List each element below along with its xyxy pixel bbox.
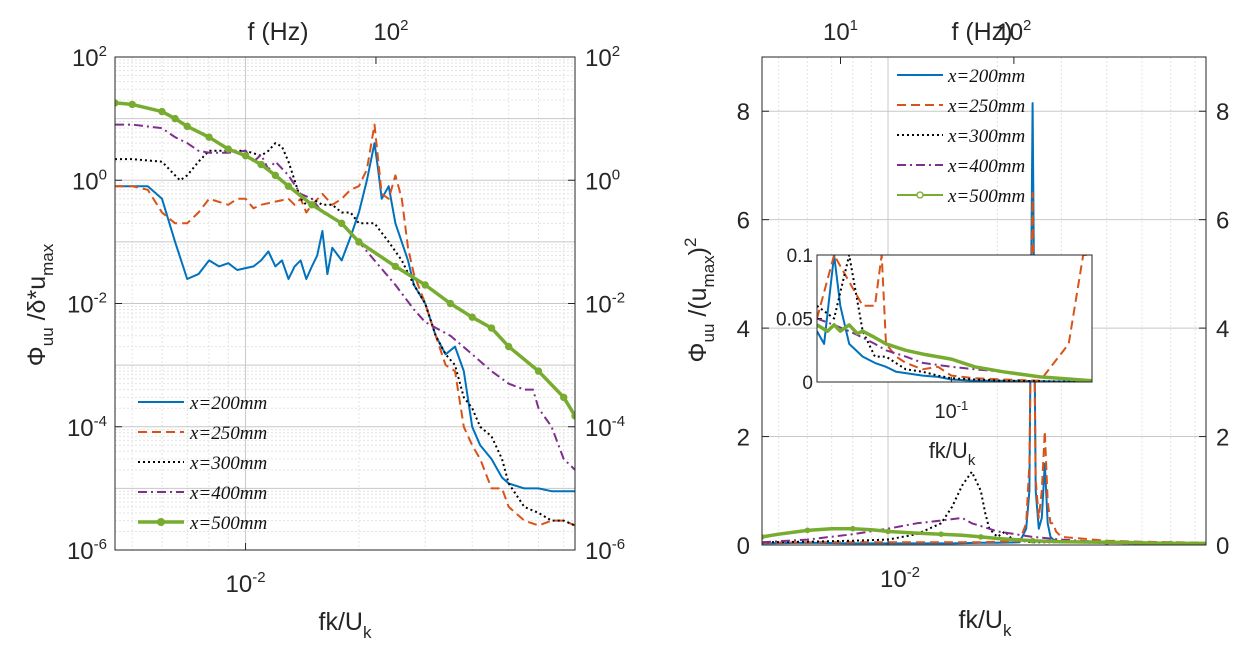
legend: x=200mm x=250mm x=300mm x=400mm x=500mm bbox=[897, 66, 1025, 207]
y-tick-label: 10-6 bbox=[67, 536, 107, 565]
y-axis-label: Φuu /δ*umax bbox=[23, 243, 57, 366]
x-tick-label: 10-2 bbox=[226, 569, 266, 598]
y-tick-label-right: 2 bbox=[1216, 425, 1229, 452]
y-tick-label-right: 100 bbox=[585, 166, 620, 195]
series-line-x=400mm bbox=[115, 123, 575, 471]
y-tick-label-right: 0 bbox=[1216, 533, 1229, 560]
right-panel: 0 0 2 2 4 4 6 6 8 8 10-2 101 102 fk/Uk f (Hz) Φuu /(uma… bbox=[681, 17, 1229, 640]
series-point-x=500mm bbox=[271, 171, 280, 180]
series-point-x=500mm bbox=[128, 100, 136, 109]
inset-y-tick-label: 0 bbox=[802, 373, 813, 394]
y-tick-label-right: 10-6 bbox=[585, 536, 625, 565]
series-point-x=500mm bbox=[1029, 537, 1036, 544]
series-point-x=500mm bbox=[171, 114, 179, 123]
series-point-x=500mm bbox=[534, 367, 543, 375]
legend-label: x=400mm bbox=[947, 156, 1025, 177]
top-tick-label: 102 bbox=[996, 17, 1031, 46]
top-tick-label: 101 bbox=[823, 17, 858, 46]
series-point-x=500mm bbox=[308, 201, 316, 209]
inset: 0 0.05 0.1 10-1 fk/Uk bbox=[776, 246, 1093, 469]
y-tick-label-right: 10-2 bbox=[585, 290, 625, 319]
y-tick-label-right: 102 bbox=[585, 43, 620, 72]
series-point-x=500mm bbox=[468, 313, 476, 321]
y-tick-label: 100 bbox=[72, 166, 107, 195]
legend-label: x=400mm bbox=[189, 483, 267, 504]
series-point-x=500mm bbox=[1103, 539, 1110, 545]
inset-y-tick-label: 0.05 bbox=[776, 310, 813, 331]
inset-x-axis-label: fk/Uk bbox=[929, 438, 976, 469]
series-line-x=200mm bbox=[115, 142, 575, 493]
series-line-x=250mm bbox=[762, 191, 1206, 544]
series-line-x=400mm bbox=[762, 516, 1206, 545]
series-line-x=500mm bbox=[115, 101, 575, 417]
series-point-x=500mm bbox=[241, 152, 250, 160]
y-tick-label-right: 8 bbox=[1216, 99, 1229, 126]
legend-marker bbox=[157, 518, 165, 526]
y-tick-label: 4 bbox=[737, 316, 750, 343]
series-point-x=500mm bbox=[850, 525, 856, 532]
series-point-x=500mm bbox=[205, 133, 213, 141]
legend-label: x=300mm bbox=[947, 126, 1025, 147]
legend-label: x=200mm bbox=[189, 393, 267, 414]
legend: x=200mm x=250mm x=300mm x=400mm x=500mm bbox=[138, 393, 267, 534]
series-line-x=500mm bbox=[817, 323, 1092, 382]
series-point-x=500mm bbox=[421, 281, 429, 289]
x-axis-label: fk/Uk bbox=[959, 606, 1012, 640]
inset-x-tick-label: 10-1 bbox=[934, 398, 968, 423]
series-line-x=500mm bbox=[762, 526, 1206, 545]
series-point-x=500mm bbox=[257, 160, 265, 169]
legend-label: x=200mm bbox=[947, 66, 1025, 87]
legend-marker bbox=[916, 191, 924, 199]
x-axis-label: fk/Uk bbox=[319, 608, 372, 642]
left-panel: 10-6 10-6 10-4 10-4 10-2 10-2 100 100 102 102 10-2… bbox=[23, 17, 625, 642]
legend-label: x=250mm bbox=[947, 96, 1025, 117]
series-point-x=500mm bbox=[183, 122, 191, 131]
y-tick-label-right: 10-4 bbox=[585, 413, 625, 442]
y-tick-label: 10-2 bbox=[67, 290, 107, 319]
series-point-x=500mm bbox=[885, 528, 891, 535]
legend-label: x=500mm bbox=[947, 186, 1025, 207]
top-axis-label: f (Hz) bbox=[951, 18, 1012, 46]
series-point-x=500mm bbox=[938, 531, 944, 537]
legend-label: x=250mm bbox=[189, 423, 267, 444]
x-tick-label: 10-2 bbox=[880, 564, 920, 593]
series-line-x=300mm bbox=[817, 255, 1092, 382]
series-line-x=300mm bbox=[115, 142, 575, 527]
top-axis-label: f (Hz) bbox=[247, 18, 308, 46]
series-point-x=500mm bbox=[505, 342, 513, 351]
series-point-x=500mm bbox=[337, 219, 346, 228]
y-tick-label: 2 bbox=[737, 425, 750, 452]
series-point-x=500mm bbox=[977, 534, 984, 540]
inset-y-tick-label: 0.1 bbox=[787, 246, 813, 267]
plot-frame bbox=[761, 56, 1207, 546]
series-point-x=500mm bbox=[224, 145, 233, 153]
y-tick-label: 102 bbox=[72, 43, 107, 72]
series-point-x=500mm bbox=[446, 299, 455, 308]
series-point-x=500mm bbox=[391, 262, 400, 271]
y-tick-label-right: 4 bbox=[1216, 316, 1229, 343]
y-tick-label: 8 bbox=[737, 99, 750, 126]
y-axis-label: Φuu /(umax)2 bbox=[681, 238, 718, 363]
top-tick-label: 102 bbox=[373, 17, 408, 46]
series-point-x=500mm bbox=[804, 527, 811, 534]
series-line-x=200mm bbox=[817, 255, 1092, 382]
series-line-x=250mm bbox=[115, 123, 575, 527]
series-line-x=300mm bbox=[762, 470, 1206, 545]
y-tick-label: 0 bbox=[737, 533, 750, 560]
series-point-x=500mm bbox=[355, 238, 363, 246]
inset-background bbox=[817, 255, 1092, 382]
series-point-x=500mm bbox=[284, 182, 293, 190]
series-point-x=500mm bbox=[1167, 540, 1174, 545]
y-tick-label: 10-4 bbox=[67, 413, 107, 442]
series-line-x=250mm bbox=[817, 255, 1092, 382]
series-point-x=500mm bbox=[560, 393, 568, 402]
legend-label: x=300mm bbox=[189, 453, 267, 474]
series-point-x=500mm bbox=[158, 107, 166, 116]
legend-label: x=500mm bbox=[189, 513, 267, 534]
y-tick-label: 6 bbox=[737, 208, 750, 235]
series-point-x=500mm bbox=[487, 324, 496, 332]
y-tick-label-right: 6 bbox=[1216, 208, 1229, 235]
